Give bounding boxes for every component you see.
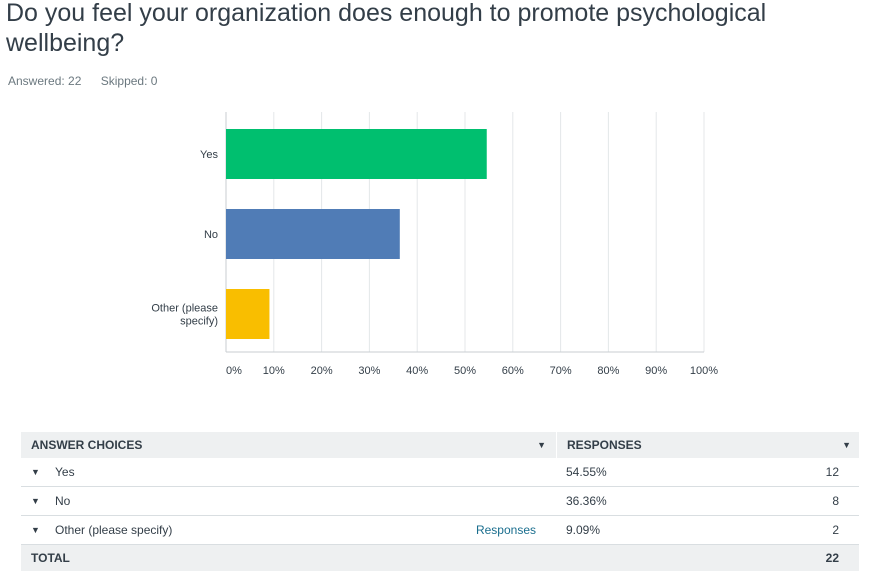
sort-caret-icon[interactable]: ▼ — [842, 440, 851, 450]
total-count: 22 — [825, 551, 839, 565]
response-count: 12 — [825, 465, 839, 479]
bar-no — [226, 209, 400, 259]
response-percent: 36.36% — [566, 494, 607, 508]
x-tick-label: 60% — [502, 365, 524, 377]
sort-caret-icon[interactable]: ▼ — [537, 440, 546, 450]
responses-header[interactable]: RESPONSES ▼ — [556, 432, 859, 458]
bar-chart: 0% 10% 20% 30% 40% 50% 60% 70% 80% 90% 100% Yes No Ot… — [151, 112, 718, 377]
answer-choice: No — [55, 494, 71, 508]
x-tick-label: 30% — [358, 365, 380, 377]
y-tick-label: specify) — [180, 316, 218, 328]
responses-link[interactable]: Responses — [475, 523, 536, 537]
y-tick-label: Other (please — [151, 303, 218, 315]
responses-table: ANSWER CHOICES ▼ RESPONSES ▼ ▼ Yes 54.55… — [21, 432, 859, 571]
x-tick-label: 70% — [550, 365, 572, 377]
bar-other-please-specify — [226, 289, 270, 339]
expand-caret-icon[interactable]: ▼ — [31, 496, 40, 506]
answer-choice: Other (please specify) — [55, 523, 173, 537]
expand-caret-icon[interactable]: ▼ — [31, 525, 40, 535]
x-tick-label: 0% — [226, 365, 242, 377]
answer-choice: Yes — [55, 465, 75, 479]
x-tick-label: 80% — [597, 365, 619, 377]
x-tick-label: 90% — [645, 365, 667, 377]
table-row: ▼ Yes 54.55% 12 — [21, 458, 859, 487]
total-label: TOTAL — [31, 551, 70, 565]
x-tick-label: 10% — [263, 365, 285, 377]
table-header: ANSWER CHOICES ▼ RESPONSES ▼ — [21, 432, 859, 458]
table-row: ▼ Other (please specify) Responses 9.09%… — [21, 516, 859, 545]
x-tick-label: 20% — [311, 365, 333, 377]
expand-caret-icon[interactable]: ▼ — [31, 467, 40, 477]
answered-count: Answered: 22 — [8, 74, 82, 88]
answer-choices-header[interactable]: ANSWER CHOICES ▼ — [31, 438, 546, 452]
response-count: 8 — [832, 494, 839, 508]
skipped-count: Skipped: 0 — [100, 74, 158, 88]
x-tick-label: 100% — [690, 365, 718, 377]
response-count: 2 — [832, 523, 839, 537]
y-tick-label: Yes — [200, 149, 218, 161]
bar-yes — [226, 129, 487, 179]
question-title: Do you feel your organization does enoug… — [6, 0, 767, 57]
table-row: ▼ No 36.36% 8 — [21, 487, 859, 516]
y-tick-label: No — [204, 229, 218, 241]
response-stats: Answered: 22 Skipped: 0 — [8, 74, 173, 88]
x-tick-label: 40% — [406, 365, 428, 377]
table-total-row: TOTAL 22 — [21, 545, 859, 571]
response-percent: 9.09% — [566, 523, 601, 537]
response-percent: 54.55% — [566, 465, 607, 479]
x-tick-label: 50% — [454, 365, 476, 377]
